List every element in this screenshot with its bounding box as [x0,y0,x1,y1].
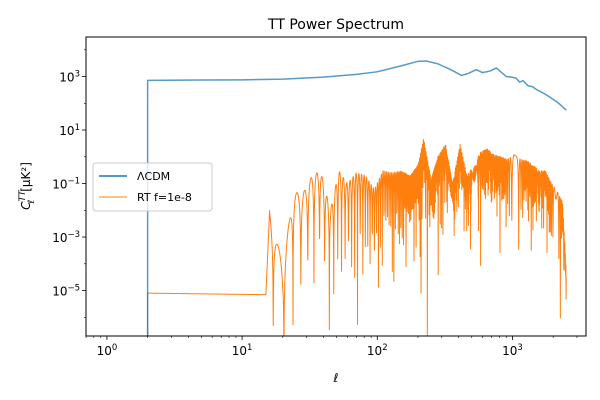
y-tick-label: 101 [59,123,80,138]
y-axis-label-base: C [19,201,33,210]
y-tick-label: 10−3 [52,230,80,245]
series-layer [146,60,567,336]
x-tick-label: 102 [367,343,388,358]
y-tick-label: 103 [59,70,80,85]
y-axis-label-sub: ℓ [27,200,37,205]
y-tick-label: 10−5 [52,284,80,299]
legend: ΛCDM RT f=1e-8 [92,162,213,212]
x-tick-label: 101 [232,343,253,358]
series-lcdm-line [146,60,567,336]
x-tick-label: 103 [502,343,523,358]
y-tick-label: 10−1 [52,177,80,192]
y-axis-label-unit: [μK²] [19,162,33,192]
legend-label-lcdm: ΛCDM [137,170,170,183]
legend-box [92,162,213,212]
axes-layer: 100 101 102 103 10−5 10−3 10−1 101 103 [52,49,578,358]
legend-label-rt: RT f=1e-8 [137,191,192,204]
series-rt-line [147,138,567,336]
y-axis-label: CTTℓ [μK²] [18,162,37,210]
plot-frame [85,36,587,337]
chart-title: TT Power Spectrum [267,17,404,33]
x-axis-label: ℓ [333,371,339,385]
y-axis-label-sup: TT [18,189,28,201]
x-tick-label: 100 [97,343,118,358]
